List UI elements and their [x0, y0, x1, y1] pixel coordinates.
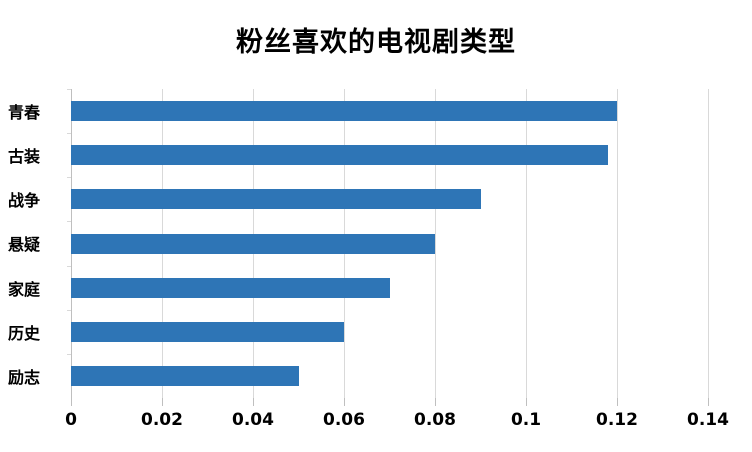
x-axis-tick — [70, 398, 72, 406]
category-label: 古装 — [8, 147, 41, 167]
gridline — [616, 89, 618, 398]
bar-2 — [71, 145, 608, 166]
gridline — [525, 89, 527, 398]
x-tick-label: 0.12 — [596, 410, 638, 430]
x-axis-tick — [525, 398, 527, 406]
x-axis-tick — [343, 398, 345, 406]
category-label: 励志 — [8, 367, 41, 387]
category-label: 历史 — [8, 323, 41, 343]
bar-5 — [71, 277, 390, 298]
x-tick-label: 0.14 — [687, 410, 729, 430]
x-axis-tick — [616, 398, 618, 406]
bar-7 — [71, 365, 299, 386]
gridline — [434, 89, 436, 398]
category-label: 悬疑 — [8, 235, 41, 255]
y-axis-category-labels: 青春古装战争悬疑家庭历史励志 — [0, 89, 66, 398]
plot-area — [70, 89, 709, 398]
gridline — [707, 89, 709, 398]
x-tick-label: 0 — [65, 410, 77, 430]
x-axis-tick — [252, 398, 254, 406]
x-axis-tick — [707, 398, 709, 406]
category-label: 青春 — [8, 103, 41, 123]
x-axis-tick — [434, 398, 436, 406]
x-axis-tick — [161, 398, 163, 406]
bar-3 — [71, 189, 481, 210]
category-label: 家庭 — [8, 279, 41, 299]
bar-6 — [71, 321, 344, 342]
bar-4 — [71, 233, 435, 254]
x-tick-label: 0.02 — [141, 410, 183, 430]
x-tick-label: 0.04 — [232, 410, 274, 430]
x-tick-label: 0.08 — [414, 410, 456, 430]
bar-1 — [71, 101, 617, 122]
x-tick-label: 0.1 — [510, 410, 542, 430]
x-tick-label: 0.06 — [323, 410, 365, 430]
chart-title: 粉丝喜欢的电视剧类型 — [236, 27, 516, 58]
category-label: 战争 — [8, 191, 41, 211]
